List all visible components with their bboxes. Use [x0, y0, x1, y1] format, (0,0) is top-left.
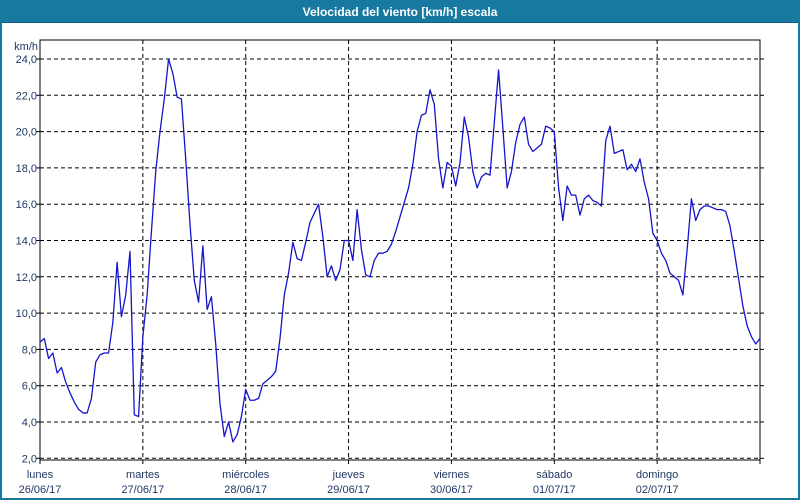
x-axis-date-label: 02/07/17: [636, 484, 679, 496]
plot-border: [39, 39, 761, 461]
x-axis-day-label: viernes: [434, 469, 470, 481]
y-axis-label: 12,0: [16, 272, 37, 284]
wind-speed-line: [39, 58, 761, 443]
x-axis-day-label: sábado: [536, 469, 572, 481]
x-axis-date-label: 29/06/17: [327, 484, 370, 496]
y-axis-label: 2,0: [22, 453, 37, 465]
x-axis-day-label: jueves: [332, 469, 365, 481]
x-axis-day-label: domingo: [636, 469, 678, 481]
window-titlebar: Velocidad del viento [km/h] escala: [2, 2, 798, 23]
y-axis-label: 16,0: [16, 199, 37, 211]
y-axis-label: 22,0: [16, 90, 37, 102]
x-axis-date-label: 28/06/17: [224, 484, 267, 496]
x-axis-date-label: 26/06/17: [19, 484, 62, 496]
window-title: Velocidad del viento [km/h] escala: [302, 5, 498, 19]
x-axis-day-label: martes: [126, 469, 160, 481]
y-axis-label: 8,0: [22, 344, 37, 356]
x-axis-date-label: 01/07/17: [533, 484, 576, 496]
x-axis-date-label: 27/06/17: [121, 484, 164, 496]
y-axis-label: 4,0: [22, 417, 37, 429]
x-axis-day-label: miércoles: [222, 469, 270, 481]
y-axis-label: 18,0: [16, 163, 37, 175]
y-axis-unit-label: km/h: [14, 41, 38, 53]
y-axis-label: 24,0: [16, 54, 37, 66]
y-axis-label: 10,0: [16, 308, 37, 320]
y-axis-label: 6,0: [22, 381, 37, 393]
y-axis-label: 20,0: [16, 127, 37, 139]
y-axis-label: 14,0: [16, 236, 37, 248]
x-axis-date-label: 30/06/17: [430, 484, 473, 496]
x-axis-day-label: lunes: [27, 469, 54, 481]
